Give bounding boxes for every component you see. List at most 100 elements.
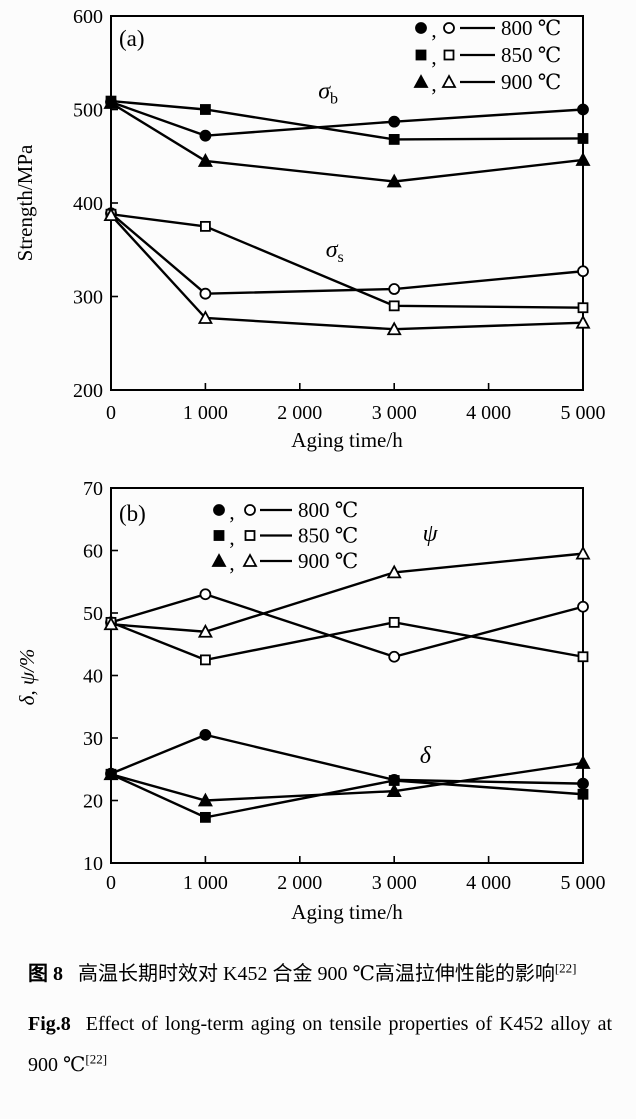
x-tick-label: 4 000 bbox=[466, 872, 511, 894]
marker-triangle-open bbox=[386, 564, 402, 579]
marker-triangle-open bbox=[103, 207, 119, 222]
y-tick-label: 400 bbox=[73, 193, 103, 215]
caption-zh-text: 高温长期时效对 K452 合金 900 ℃高温拉伸性能的影响 bbox=[78, 963, 555, 985]
marker-circle-open bbox=[443, 22, 455, 34]
marker-triangle-open bbox=[386, 321, 402, 336]
legend-label: 900 ℃ bbox=[501, 70, 561, 94]
marker-circle-filled bbox=[415, 22, 427, 34]
marker-square-filled bbox=[199, 811, 211, 823]
x-tick-label: 2 000 bbox=[277, 872, 322, 894]
series-line-1 bbox=[110, 621, 584, 662]
x-axis-title: Aging time/h bbox=[291, 900, 403, 924]
y-tick-label: 70 bbox=[83, 478, 103, 500]
y-tick-label: 60 bbox=[83, 541, 103, 563]
marker-circle-open bbox=[244, 504, 256, 516]
marker-square-filled bbox=[213, 530, 225, 541]
legend-comma: , bbox=[431, 45, 436, 69]
figure-caption: 图 8 高温长期时效对 K452 合金 900 ℃高温拉伸性能的影响[22] Fi… bbox=[28, 952, 612, 1086]
marker-triangle-open bbox=[575, 314, 591, 329]
marker-triangle-open bbox=[103, 616, 119, 631]
curve-annotation: σb bbox=[318, 78, 338, 107]
marker-square-filled bbox=[415, 49, 427, 61]
curve-annotation: σs bbox=[326, 237, 344, 266]
x-tick-label: 0 bbox=[106, 402, 116, 424]
x-tick-label: 2 000 bbox=[277, 402, 322, 424]
caption-en-text: Effect of long-term aging on tensile pro… bbox=[28, 1013, 612, 1076]
curve-annotation: ψ bbox=[423, 521, 439, 547]
x-tick-label: 5 000 bbox=[561, 872, 606, 894]
y-tick-label: 40 bbox=[83, 666, 103, 688]
series-line-3 bbox=[110, 212, 584, 295]
x-tick-label: 3 000 bbox=[372, 402, 417, 424]
marker-triangle-filled bbox=[386, 783, 402, 798]
marker-circle-filled bbox=[199, 728, 212, 741]
series-line-2 bbox=[110, 552, 584, 633]
series-line-0 bbox=[110, 592, 584, 659]
curve-annotation: δ bbox=[420, 743, 432, 769]
marker-triangle-filled bbox=[575, 755, 591, 769]
marker-triangle-filled bbox=[197, 153, 213, 167]
panel-label: (a) bbox=[119, 26, 145, 51]
marker-square-filled bbox=[577, 133, 589, 144]
x-tick-label: 1 000 bbox=[183, 402, 228, 424]
y-axis-title: δ, ψ/% bbox=[15, 649, 39, 706]
legend-comma: , bbox=[431, 18, 436, 42]
marker-triangle-filled bbox=[197, 792, 213, 807]
marker-circle-filled bbox=[577, 777, 589, 790]
marker-triangle-filled bbox=[103, 95, 119, 109]
marker-circle-open bbox=[577, 265, 589, 278]
y-tick-label: 10 bbox=[83, 853, 103, 875]
marker-circle-filled bbox=[199, 129, 212, 142]
y-tick-label: 300 bbox=[73, 287, 103, 309]
legend-comma: , bbox=[229, 526, 234, 550]
y-axis-title: Strength/MPa bbox=[13, 144, 37, 261]
x-tick-label: 4 000 bbox=[466, 402, 511, 424]
marker-circle-open bbox=[199, 588, 212, 601]
legend-label: 900 ℃ bbox=[298, 549, 358, 573]
marker-triangle-open bbox=[242, 553, 258, 567]
x-axis-title: Aging time/h bbox=[291, 428, 403, 452]
legend-label: 850 ℃ bbox=[298, 524, 358, 548]
marker-triangle-filled bbox=[413, 74, 429, 88]
marker-square-open bbox=[577, 651, 589, 663]
x-tick-label: 0 bbox=[106, 872, 116, 894]
marker-triangle-filled bbox=[575, 152, 591, 166]
marker-triangle-open bbox=[197, 623, 213, 638]
series-line-1 bbox=[110, 99, 584, 141]
series-line-5 bbox=[110, 214, 584, 331]
marker-circle-open bbox=[388, 650, 401, 663]
x-tick-label: 1 000 bbox=[183, 872, 228, 894]
legend-label: 800 ℃ bbox=[501, 16, 561, 40]
caption-zh: 图 8 高温长期时效对 K452 合金 900 ℃高温拉伸性能的影响[22] bbox=[28, 952, 612, 997]
series-line-4 bbox=[110, 213, 584, 309]
marker-circle-open bbox=[577, 600, 589, 613]
panel-label: (b) bbox=[119, 501, 146, 526]
series-line-2 bbox=[110, 101, 584, 183]
caption-en: Fig.8 Effect of long-term aging on tensil… bbox=[28, 1004, 612, 1086]
y-tick-label: 200 bbox=[73, 380, 103, 402]
marker-square-open bbox=[244, 530, 256, 541]
marker-square-filled bbox=[199, 104, 211, 115]
caption-zh-reference: [22] bbox=[554, 960, 577, 976]
series-line-4 bbox=[110, 773, 584, 819]
marker-square-open bbox=[388, 616, 400, 628]
y-tick-label: 500 bbox=[73, 100, 103, 122]
marker-circle-filled bbox=[213, 504, 225, 516]
marker-square-open bbox=[443, 49, 455, 61]
marker-square-open bbox=[388, 300, 400, 312]
caption-en-reference: [22] bbox=[85, 1051, 108, 1067]
caption-en-label: Fig.8 bbox=[28, 1013, 71, 1035]
y-tick-label: 600 bbox=[73, 6, 103, 28]
marker-square-filled bbox=[577, 788, 589, 800]
legend-comma: , bbox=[229, 551, 234, 575]
series-line-3 bbox=[110, 733, 584, 785]
marker-square-open bbox=[199, 220, 211, 232]
legend-comma: , bbox=[229, 500, 234, 524]
marker-triangle-filled bbox=[103, 766, 119, 781]
marker-triangle-filled bbox=[211, 553, 227, 567]
y-tick-label: 50 bbox=[83, 603, 103, 625]
marker-square-open bbox=[577, 302, 589, 314]
caption-zh-label: 图 8 bbox=[28, 963, 63, 985]
marker-triangle-open bbox=[197, 310, 213, 324]
